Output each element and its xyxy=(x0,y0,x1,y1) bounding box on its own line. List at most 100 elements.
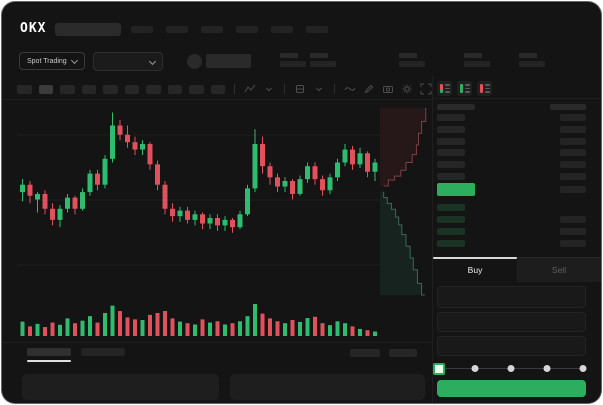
slider-stop[interactable] xyxy=(471,365,479,372)
ask-row[interactable] xyxy=(437,147,586,159)
ask-row[interactable] xyxy=(437,159,586,171)
timeframe-button-skeleton[interactable] xyxy=(146,84,161,94)
slider-stop[interactable] xyxy=(543,365,551,372)
candle-body xyxy=(42,193,48,209)
tab-sell[interactable]: Sell xyxy=(517,258,601,282)
slider-stop[interactable] xyxy=(507,365,515,372)
timeframe-button-skeleton[interactable] xyxy=(60,84,75,94)
amount-column-header-skeleton xyxy=(550,104,586,110)
chevron-down-icon[interactable] xyxy=(313,83,325,96)
nav-item-skeleton[interactable] xyxy=(271,25,294,33)
indicators-icon[interactable] xyxy=(244,83,256,96)
order-form-field-skeleton[interactable] xyxy=(437,312,586,332)
snapshot-icon[interactable] xyxy=(382,83,394,96)
slider-stop[interactable] xyxy=(579,365,587,372)
volume-bar xyxy=(155,312,160,336)
last-price-amount-skeleton xyxy=(560,186,586,193)
ticker-stats xyxy=(280,53,545,67)
volume-bar xyxy=(215,321,220,336)
amount-slider[interactable] xyxy=(433,363,587,375)
volume-bar xyxy=(328,325,332,336)
nav-item-skeleton[interactable] xyxy=(166,25,189,33)
ask-price-skeleton xyxy=(437,161,465,169)
book-asks-only-icon[interactable] xyxy=(477,81,492,96)
volume-bar xyxy=(140,320,145,336)
stat-label-skeleton xyxy=(399,53,417,58)
ask-row[interactable] xyxy=(437,124,586,136)
bid-row[interactable] xyxy=(437,214,586,226)
candle-body xyxy=(50,208,55,220)
toolbar-divider xyxy=(334,84,336,94)
bottom-control-skeleton[interactable] xyxy=(389,349,417,357)
ask-amount-skeleton xyxy=(560,161,586,169)
bid-row[interactable] xyxy=(437,238,586,250)
ask-row[interactable] xyxy=(437,112,586,124)
spot-trading-dropdown[interactable]: Spot Trading xyxy=(19,52,85,70)
bottom-panel-left xyxy=(22,374,219,400)
order-form-field-skeleton[interactable] xyxy=(437,336,586,356)
settings-icon[interactable] xyxy=(401,83,413,96)
candle-body xyxy=(245,188,250,215)
line-style-icon[interactable] xyxy=(344,83,356,96)
coin-avatar xyxy=(186,53,202,69)
market-sub-bar: Spot Trading xyxy=(19,51,587,71)
toolbar-divider xyxy=(2,99,432,100)
candle-body xyxy=(110,125,115,159)
candle-body xyxy=(35,193,40,200)
timeframe-button-skeleton[interactable] xyxy=(210,84,226,94)
candle-body xyxy=(125,134,130,143)
bottom-tab-active-skeleton[interactable] xyxy=(27,348,71,356)
volume-bar xyxy=(178,321,182,336)
ask-row[interactable] xyxy=(437,136,586,148)
volume-bar xyxy=(223,324,227,336)
timeframe-button-skeleton[interactable] xyxy=(167,84,183,94)
bid-row[interactable] xyxy=(437,226,586,238)
candle-body xyxy=(185,210,190,220)
bid-row[interactable] xyxy=(437,202,586,214)
volume-bar xyxy=(43,327,47,336)
candle-body xyxy=(350,149,355,165)
nav-item-skeleton[interactable] xyxy=(201,25,224,33)
ticker-stat-skeleton xyxy=(280,53,306,67)
chevron-down-icon[interactable] xyxy=(263,83,275,96)
pair-title xyxy=(186,53,251,69)
stat-value-skeleton xyxy=(464,61,490,67)
stat-label-skeleton xyxy=(464,53,482,58)
slider-handle[interactable] xyxy=(433,363,445,375)
bottom-tab-skeleton[interactable] xyxy=(81,348,125,356)
timeframe-button-skeleton[interactable] xyxy=(124,84,140,94)
nav-item-skeleton[interactable] xyxy=(236,25,259,33)
fullscreen-icon[interactable] xyxy=(420,83,432,96)
timeframe-button-skeleton[interactable] xyxy=(103,84,118,94)
timeframe-button-skeleton[interactable] xyxy=(17,84,32,94)
order-form-field-skeleton[interactable] xyxy=(437,286,586,308)
book-bids-only-icon[interactable] xyxy=(457,81,472,96)
volume-bar xyxy=(238,321,242,336)
nav-item-skeleton[interactable] xyxy=(306,25,329,33)
overlay-icon[interactable] xyxy=(294,83,306,96)
chart-toolbar xyxy=(17,81,432,97)
candle-body xyxy=(275,177,280,187)
timeframe-button-skeleton[interactable] xyxy=(189,84,204,94)
buy-submit-button[interactable] xyxy=(437,380,586,397)
ask-row[interactable] xyxy=(437,171,586,183)
candle-body xyxy=(117,125,123,135)
candle-body xyxy=(170,208,175,217)
candle-body xyxy=(297,179,303,194)
last-price-highlight[interactable] xyxy=(437,183,475,196)
tab-buy[interactable]: Buy xyxy=(433,257,517,282)
volume-bar xyxy=(118,311,122,336)
search-input[interactable] xyxy=(55,22,122,36)
buy-tab-label: Buy xyxy=(467,265,483,275)
chevron-down-icon xyxy=(70,56,78,64)
pair-selector-dropdown[interactable] xyxy=(92,51,163,71)
draw-icon[interactable] xyxy=(363,83,375,96)
book-combined-icon[interactable] xyxy=(437,81,452,96)
stat-label-skeleton xyxy=(280,53,298,58)
nav-item-skeleton[interactable] xyxy=(131,25,154,33)
ask-amount-skeleton xyxy=(560,149,586,157)
timeframe-button-skeleton[interactable] xyxy=(38,84,54,94)
bottom-control-skeleton[interactable] xyxy=(350,349,380,357)
timeframe-button-skeleton[interactable] xyxy=(81,84,97,94)
